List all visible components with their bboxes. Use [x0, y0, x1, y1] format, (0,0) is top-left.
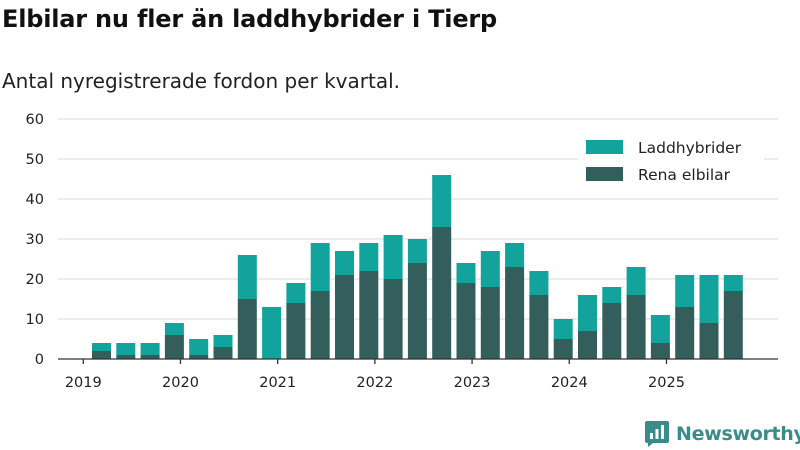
x-tick-label: 2025	[648, 375, 685, 391]
bar-laddhybrider	[407, 239, 427, 263]
x-tick-label: 2020	[162, 375, 199, 391]
bar-rena-elbilar	[456, 283, 476, 359]
bar-rena-elbilar	[164, 335, 184, 359]
bar-laddhybrider	[164, 323, 184, 335]
bar-rena-elbilar	[335, 275, 354, 359]
y-tick-label: 50	[26, 152, 44, 168]
bar-rena-elbilar	[407, 263, 427, 359]
x-tick-label: 2022	[356, 375, 393, 391]
x-tick-label: 2019	[65, 375, 102, 391]
bar-rena-elbilar	[189, 355, 209, 359]
bar-rena-elbilar	[699, 323, 719, 359]
bar-rena-elbilar	[505, 267, 525, 359]
y-tick-label: 0	[35, 352, 44, 368]
bar-rena-elbilar	[116, 355, 136, 359]
bar-rena-elbilar	[237, 299, 257, 359]
bar-laddhybrider	[286, 283, 306, 303]
bar-rena-elbilar	[140, 355, 160, 359]
chart-subtitle: Antal nyregistrerade fordon per kvartal.	[2, 69, 401, 93]
bar-laddhybrider	[529, 271, 549, 295]
bar-rena-elbilar	[480, 287, 500, 359]
bar-laddhybrider	[432, 175, 452, 227]
bar-laddhybrider	[335, 251, 354, 275]
legend-label-laddhybrider: Laddhybrider	[638, 139, 742, 157]
legend: Laddhybrider Rena elbilar	[578, 133, 764, 191]
bar-rena-elbilar	[650, 343, 670, 359]
bar-rena-elbilar	[626, 295, 646, 359]
chart-title: Elbilar nu fler än laddhybrider i Tierp	[2, 5, 498, 33]
bar-rena-elbilar	[213, 347, 233, 359]
bar-rena-elbilar	[383, 279, 403, 359]
bar-rena-elbilar	[359, 271, 379, 359]
bar-laddhybrider	[213, 335, 233, 347]
newsworthy-logo-icon	[645, 421, 669, 447]
x-tick-label: 2023	[454, 375, 491, 391]
bar-rena-elbilar	[675, 307, 695, 359]
bar-rena-elbilar	[286, 303, 306, 359]
x-tick-label: 2021	[259, 375, 296, 391]
y-tick-label: 30	[26, 232, 44, 248]
bars	[92, 175, 743, 359]
bar-laddhybrider	[480, 251, 500, 287]
bar-laddhybrider	[675, 275, 695, 307]
bar-laddhybrider	[92, 343, 111, 351]
bar-laddhybrider	[723, 275, 743, 291]
bar-rena-elbilar	[310, 291, 330, 359]
bar-laddhybrider	[699, 275, 719, 323]
bar-rena-elbilar	[529, 295, 549, 359]
legend-label-rena-elbilar: Rena elbilar	[638, 166, 731, 184]
x-axis: 2019 2020 2021 2022 2023 2024 2025	[58, 358, 778, 391]
y-axis-ticks: 0 10 20 30 40 50 60	[26, 112, 44, 368]
bar-laddhybrider	[237, 255, 257, 299]
x-tick-label: 2024	[551, 375, 588, 391]
bar-laddhybrider	[140, 343, 160, 355]
bar-laddhybrider	[383, 235, 403, 279]
bar-rena-elbilar	[432, 227, 452, 359]
bar-laddhybrider	[626, 267, 646, 295]
y-tick-label: 60	[26, 112, 44, 128]
bar-laddhybrider	[262, 307, 282, 359]
bar-laddhybrider	[553, 319, 573, 339]
y-tick-label: 10	[26, 312, 44, 328]
bar-laddhybrider	[189, 339, 209, 355]
bar-laddhybrider	[650, 315, 670, 343]
bar-rena-elbilar	[602, 303, 622, 359]
bar-laddhybrider	[602, 287, 622, 303]
bar-rena-elbilar	[92, 351, 111, 359]
bar-rena-elbilar	[723, 291, 743, 359]
bar-laddhybrider	[505, 243, 525, 267]
bar-rena-elbilar	[553, 339, 573, 359]
bar-laddhybrider	[578, 295, 597, 331]
bar-laddhybrider	[310, 243, 330, 291]
bar-rena-elbilar	[578, 331, 597, 359]
legend-swatch-laddhybrider	[586, 140, 623, 154]
bar-laddhybrider	[456, 263, 476, 283]
legend-swatch-rena-elbilar	[586, 167, 623, 181]
brand-logo: Newsworthy	[645, 421, 800, 447]
bar-laddhybrider	[359, 243, 379, 271]
brand-name: Newsworthy	[676, 423, 800, 445]
bar-laddhybrider	[116, 343, 136, 355]
y-tick-label: 40	[26, 192, 44, 208]
y-tick-label: 20	[26, 272, 44, 288]
